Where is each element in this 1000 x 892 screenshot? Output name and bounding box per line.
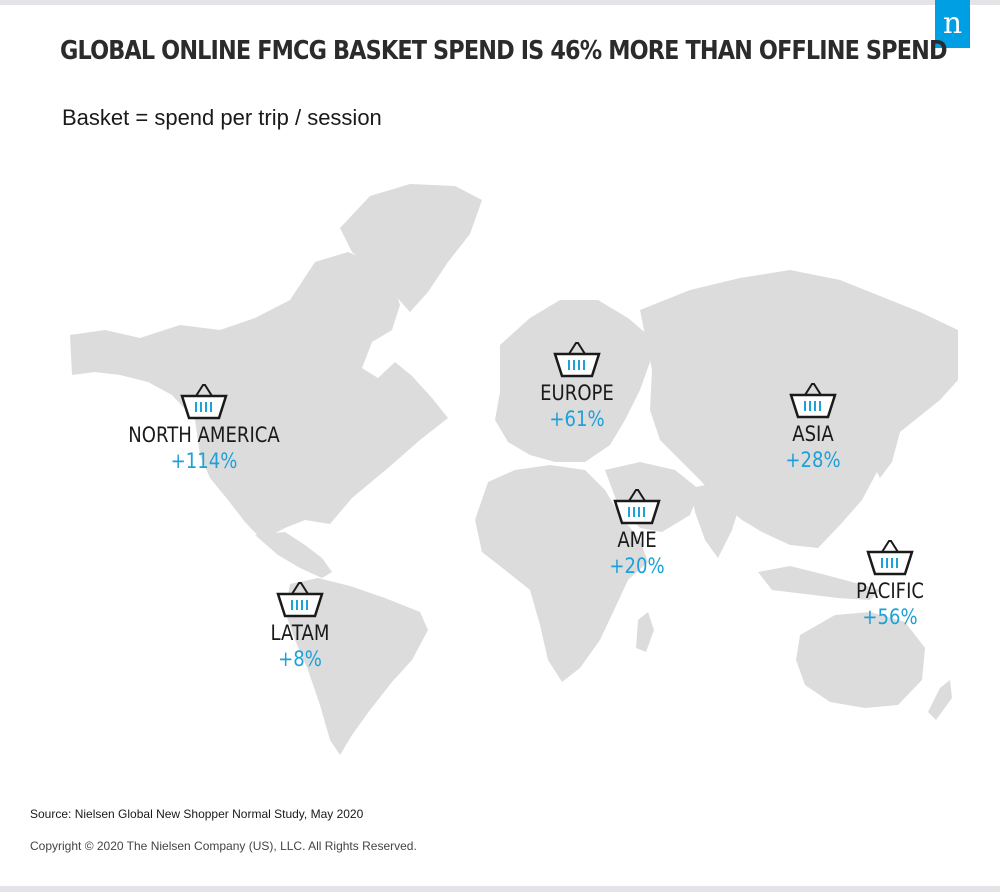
shopping-basket-icon — [789, 383, 837, 419]
bottom-border — [0, 886, 1000, 892]
land-central-america — [255, 532, 332, 578]
land-greenland — [340, 184, 482, 312]
source-note: Source: Nielsen Global New Shopper Norma… — [30, 807, 364, 821]
land-australia — [796, 612, 925, 708]
region-name: PACIFIC — [855, 579, 925, 603]
shopping-basket-icon — [180, 384, 228, 420]
land-africa — [475, 465, 648, 682]
region-name: NORTH AMERICA — [128, 423, 280, 447]
copyright-note: Copyright © 2020 The Nielsen Company (US… — [30, 839, 417, 853]
shopping-basket-icon — [553, 342, 601, 378]
nielsen-logo: n — [935, 0, 970, 48]
region-name: AME — [617, 528, 657, 552]
shopping-basket-icon — [866, 540, 914, 576]
land-madagascar — [636, 612, 654, 652]
land-indonesia — [758, 566, 880, 600]
shopping-basket-icon — [276, 582, 324, 618]
region-ame: AME +20% — [537, 487, 737, 579]
region-value: +8% — [278, 647, 322, 671]
region-north-america: NORTH AMERICA +114% — [104, 382, 304, 474]
land-new-zealand — [928, 680, 952, 720]
region-value: +28% — [785, 448, 841, 472]
region-value: +56% — [862, 605, 918, 629]
region-latam: LATAM +8% — [200, 580, 400, 672]
region-name: ASIA — [792, 422, 834, 446]
region-value: +61% — [549, 407, 605, 431]
region-asia: ASIA +28% — [713, 381, 913, 473]
region-europe: EUROPE +61% — [477, 340, 677, 432]
land-europe — [495, 300, 650, 462]
top-border — [0, 0, 1000, 5]
region-value: +20% — [609, 554, 665, 578]
region-name: LATAM — [270, 621, 330, 645]
region-pacific: PACIFIC +56% — [790, 538, 990, 630]
land-japan — [872, 410, 900, 478]
land-india — [690, 482, 742, 558]
region-name: EUROPE — [540, 381, 614, 405]
subtitle: Basket = spend per trip / session — [62, 105, 382, 130]
shopping-basket-icon — [613, 489, 661, 525]
region-value: +114% — [170, 449, 238, 473]
land-south-america — [285, 578, 428, 755]
land-north-america — [70, 252, 448, 540]
